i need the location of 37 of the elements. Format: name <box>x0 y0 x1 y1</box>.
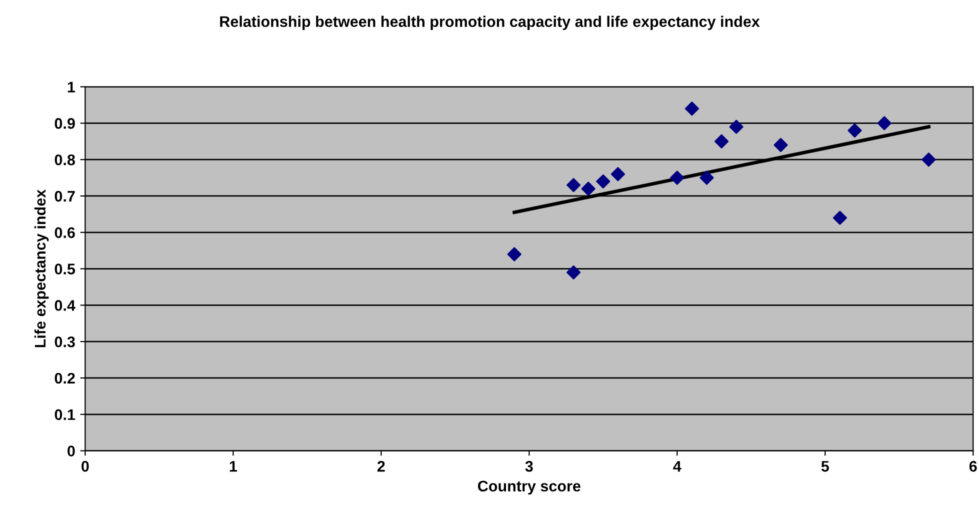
point <box>729 120 744 134</box>
y-tick-label: 0.7 <box>54 190 75 202</box>
x-tick-label: 1 <box>230 461 237 472</box>
y-tick-label: 0.3 <box>54 336 75 348</box>
y-tick-label: 0.9 <box>54 118 75 129</box>
x-axis-title: Country score <box>478 480 580 495</box>
point <box>507 247 522 262</box>
point <box>596 174 610 188</box>
y-tick-label: 0.8 <box>54 154 75 166</box>
x-tick-label: 6 <box>969 460 977 472</box>
y-tick-label: 0 <box>68 446 75 456</box>
point <box>566 178 581 192</box>
point <box>684 102 699 116</box>
point <box>714 134 729 148</box>
point <box>610 167 626 182</box>
y-tick-label: 0.2 <box>54 372 75 384</box>
point <box>566 265 581 280</box>
x-tick-label: 4 <box>673 461 682 472</box>
y-tick-label: 0.6 <box>54 227 75 238</box>
point <box>774 138 788 152</box>
y-tick-label: 1 <box>68 82 76 92</box>
point <box>922 152 936 167</box>
x-tick-label: 3 <box>525 460 533 472</box>
point <box>700 170 714 185</box>
y-axis-title: Life expectancy index <box>34 189 49 348</box>
y-tick-label: 0.5 <box>54 264 76 274</box>
y-tick-label: 0.1 <box>54 409 76 420</box>
y-tick-label: 0.4 <box>54 300 76 311</box>
point <box>877 116 892 130</box>
point <box>832 210 847 225</box>
x-tick-label: 2 <box>377 460 385 472</box>
x-tick-label: 5 <box>821 461 829 472</box>
chart-title: Relationship between health promotion capacity and life expectancy index <box>220 16 760 30</box>
x-tick-label: 0 <box>82 460 89 472</box>
point <box>581 182 596 196</box>
point <box>670 170 684 185</box>
point <box>848 123 862 138</box>
